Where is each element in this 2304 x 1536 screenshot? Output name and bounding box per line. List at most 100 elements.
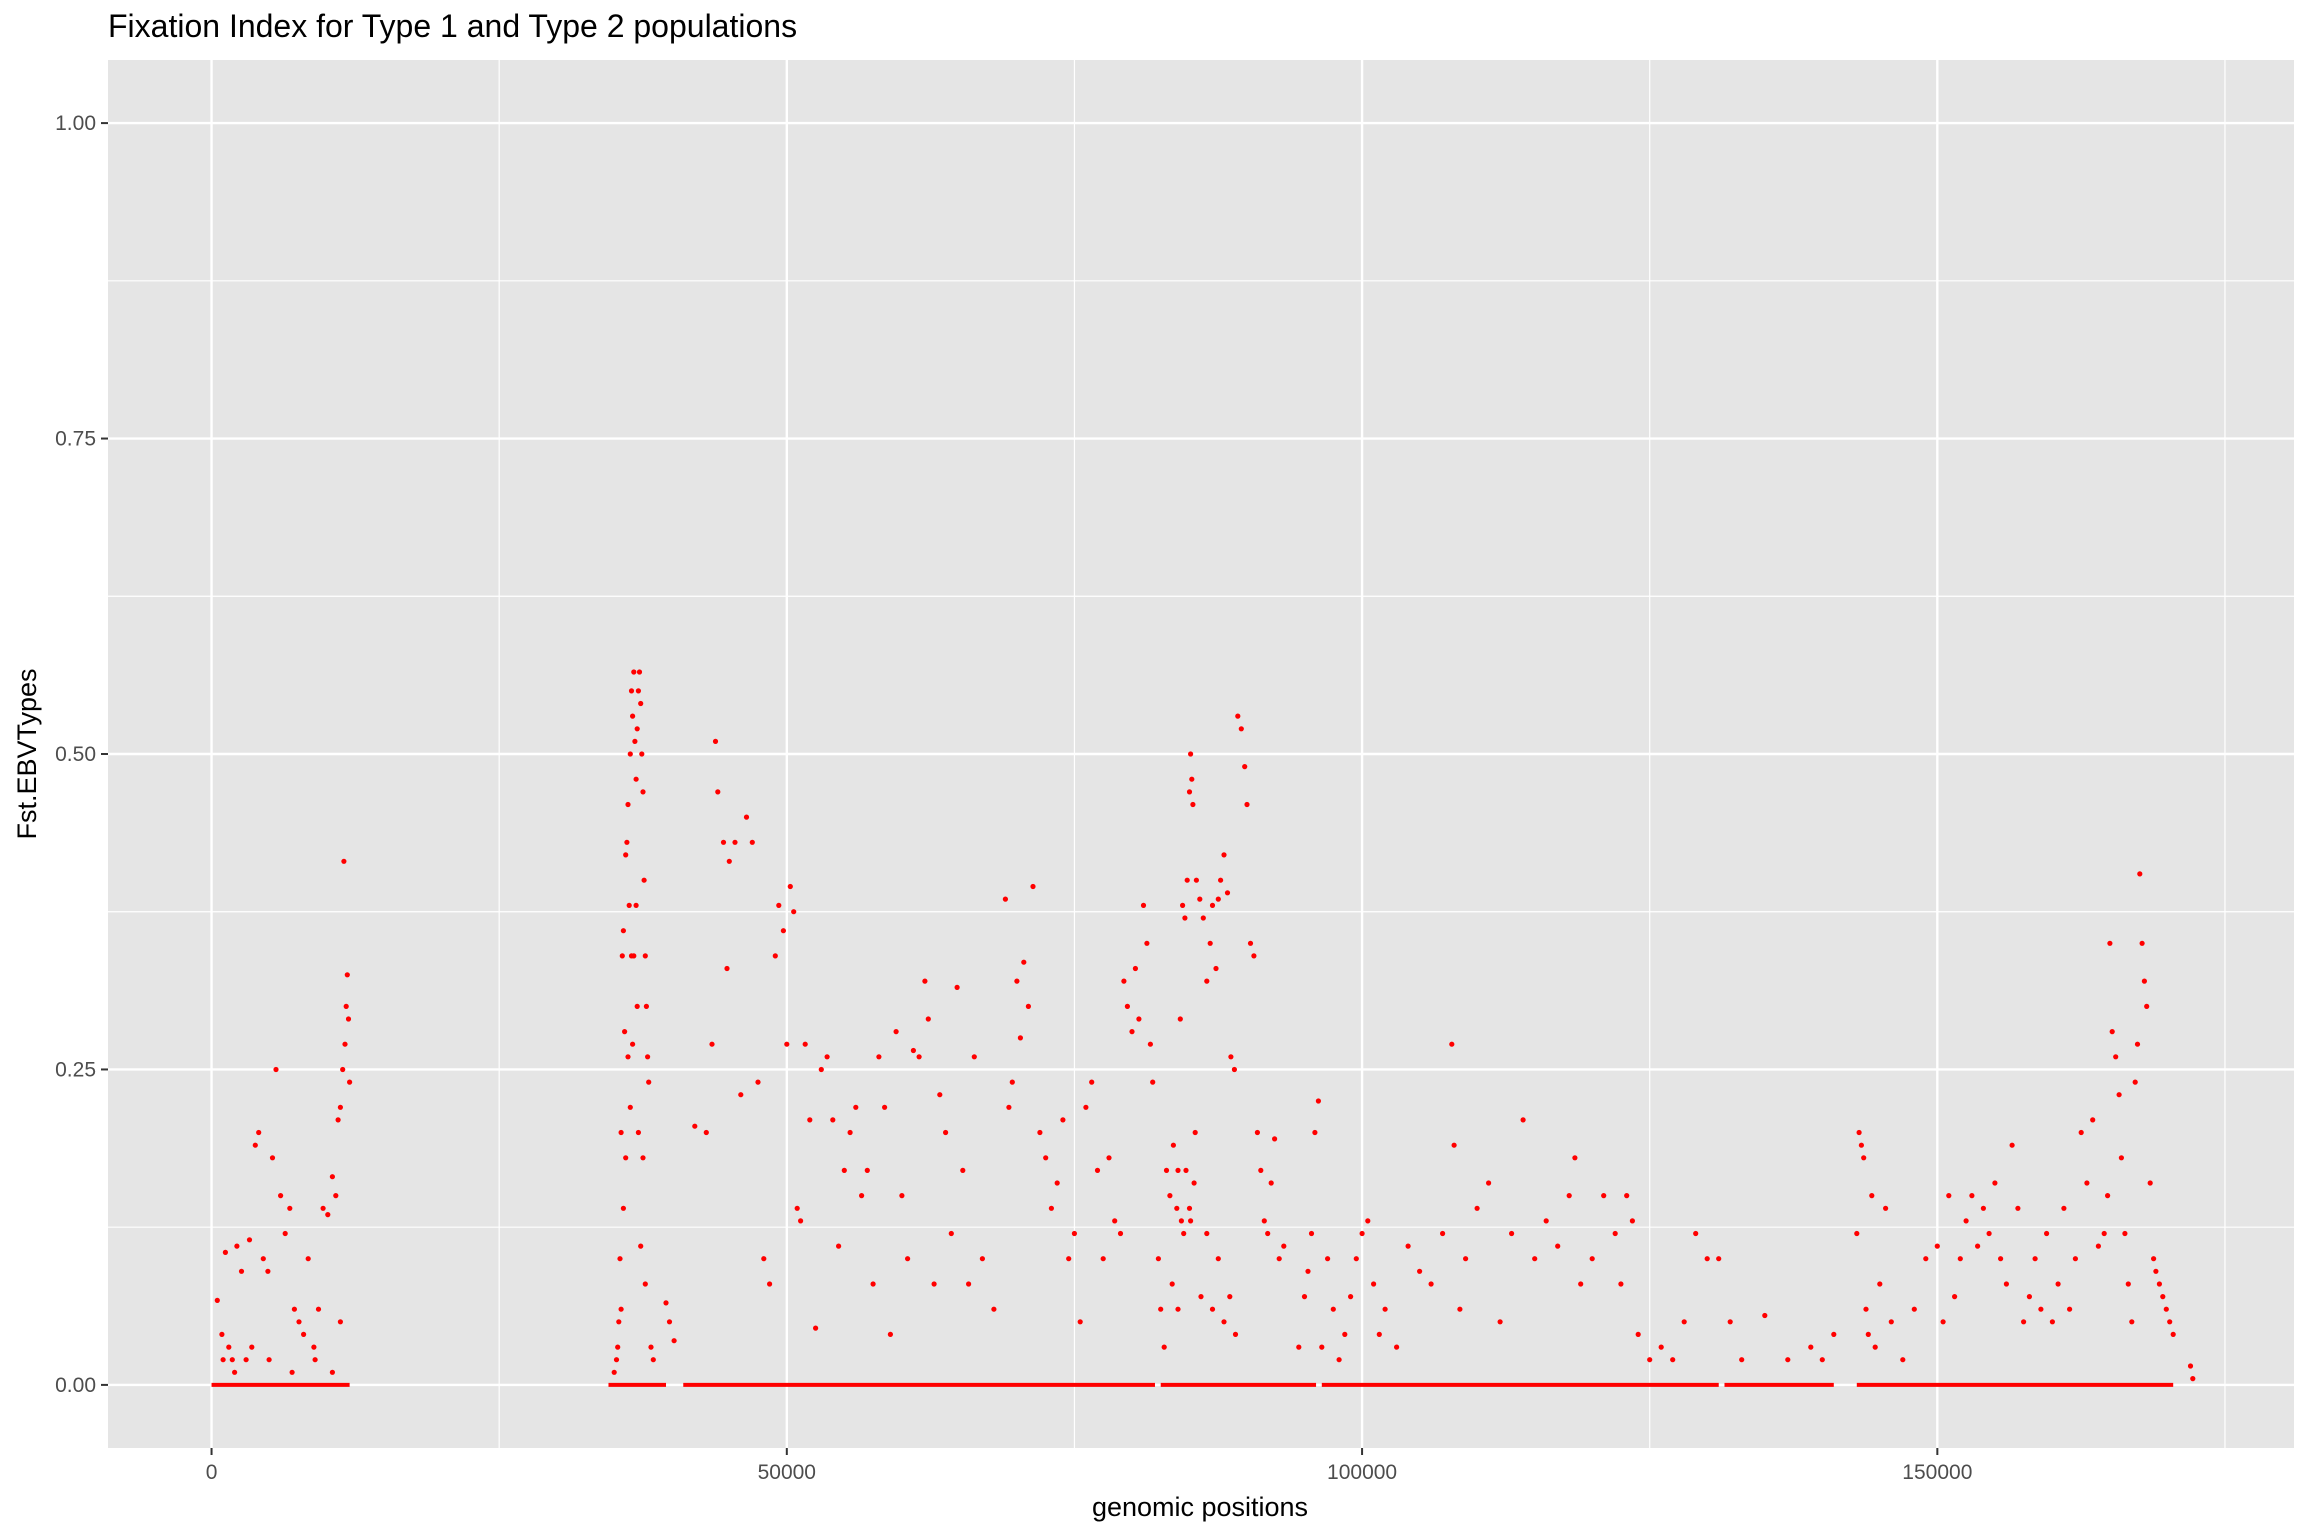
data-point xyxy=(916,1054,922,1060)
data-point xyxy=(1178,1218,1184,1224)
y-tick-label: 0.75 xyxy=(55,428,96,451)
data-point xyxy=(305,1256,311,1262)
data-point xyxy=(2151,1256,2157,1262)
data-point xyxy=(925,1016,931,1022)
data-point xyxy=(622,1029,628,1035)
data-point xyxy=(1136,1016,1142,1022)
data-point xyxy=(214,1297,220,1303)
x-tick-label: 100000 xyxy=(1327,1461,1397,1484)
data-point xyxy=(813,1325,819,1331)
data-point xyxy=(2147,1180,2153,1186)
data-point xyxy=(1043,1155,1049,1161)
data-point xyxy=(1060,1117,1066,1123)
data-point xyxy=(726,858,732,864)
data-point xyxy=(1670,1357,1676,1363)
data-point xyxy=(1193,877,1199,883)
data-point xyxy=(663,1300,669,1306)
data-point xyxy=(2163,1306,2169,1312)
x-tick-label: 50000 xyxy=(758,1461,816,1484)
data-point xyxy=(2055,1281,2061,1287)
data-point xyxy=(624,839,630,845)
data-point xyxy=(1224,890,1231,896)
data-point xyxy=(1192,1129,1198,1136)
data-point xyxy=(1463,1256,1469,1262)
data-point xyxy=(893,1029,899,1035)
data-point xyxy=(1191,1180,1197,1186)
data-point xyxy=(1204,1230,1210,1237)
data-point xyxy=(1359,1230,1365,1237)
data-point xyxy=(1258,1167,1264,1173)
data-point xyxy=(847,1129,853,1136)
data-point xyxy=(1089,1079,1095,1085)
data-point xyxy=(1963,1218,1969,1224)
data-point xyxy=(1612,1230,1618,1237)
data-point xyxy=(1629,1218,1635,1224)
data-point xyxy=(1221,852,1227,858)
data-point xyxy=(1856,1129,1862,1136)
data-point xyxy=(1106,1155,1112,1161)
data-point xyxy=(1209,1306,1216,1312)
data-point xyxy=(1474,1205,1480,1211)
data-point xyxy=(2026,1294,2032,1300)
data-point xyxy=(971,1054,977,1060)
data-point xyxy=(979,1256,986,1262)
data-point xyxy=(671,1338,677,1344)
data-point xyxy=(1117,1230,1124,1237)
data-point xyxy=(627,751,633,757)
data-point xyxy=(620,928,627,934)
data-point xyxy=(1198,1294,1204,1300)
data-point xyxy=(1132,965,1138,972)
data-point xyxy=(619,953,625,959)
data-point xyxy=(1449,1041,1455,1047)
data-point xyxy=(640,789,646,795)
data-point xyxy=(791,909,797,915)
x-tick-label: 0 xyxy=(206,1461,218,1484)
data-point xyxy=(1265,1230,1271,1237)
data-point xyxy=(954,984,960,991)
data-point xyxy=(899,1193,905,1199)
data-point xyxy=(633,776,639,782)
data-point xyxy=(715,789,721,795)
data-point xyxy=(841,1167,847,1173)
data-point xyxy=(2109,1029,2115,1035)
data-point xyxy=(2170,1331,2176,1337)
data-point xyxy=(347,1079,353,1085)
data-point xyxy=(1124,1003,1130,1010)
data-point xyxy=(732,839,738,845)
data-point xyxy=(301,1331,307,1337)
data-point xyxy=(2067,1306,2073,1312)
data-point xyxy=(243,1357,249,1363)
data-point xyxy=(1417,1268,1423,1274)
data-point xyxy=(1181,1230,1187,1237)
data-point xyxy=(960,1167,966,1173)
data-point xyxy=(2105,1193,2111,1199)
data-point xyxy=(2095,1243,2101,1249)
data-point xyxy=(709,1041,715,1047)
data-point xyxy=(1147,1041,1153,1047)
data-point xyxy=(1325,1256,1331,1262)
data-point xyxy=(312,1357,318,1363)
data-point xyxy=(1589,1256,1595,1262)
data-point xyxy=(1831,1331,1837,1337)
data-point xyxy=(1190,801,1196,808)
data-point xyxy=(341,858,347,864)
data-point xyxy=(1440,1230,1446,1237)
data-point xyxy=(249,1344,255,1350)
data-point xyxy=(642,1281,648,1287)
data-point xyxy=(636,669,643,675)
data-point xyxy=(2009,1142,2015,1148)
data-point xyxy=(1315,1098,1321,1104)
data-point xyxy=(260,1256,266,1262)
data-point xyxy=(1268,1180,1274,1186)
data-point xyxy=(784,1041,790,1047)
data-point xyxy=(2072,1256,2078,1262)
data-point xyxy=(1281,1243,1287,1249)
data-point xyxy=(666,1319,673,1325)
data-point xyxy=(1183,1167,1189,1173)
data-point xyxy=(1121,978,1127,984)
x-axis: 0 50000 100000 150000 xyxy=(206,1448,1972,1484)
data-point xyxy=(282,1230,288,1237)
data-point xyxy=(625,1054,631,1060)
data-point xyxy=(1520,1117,1526,1123)
data-point xyxy=(1405,1243,1411,1249)
